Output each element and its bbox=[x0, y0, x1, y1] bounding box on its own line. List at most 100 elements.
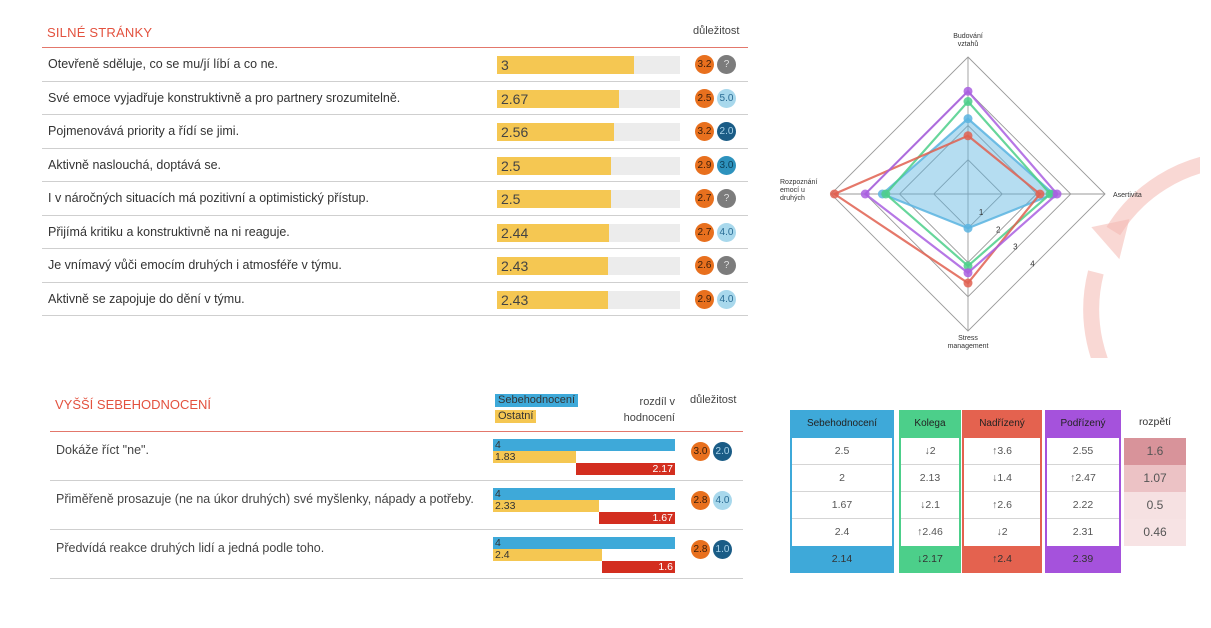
spread-cell: 1.07 bbox=[1124, 465, 1186, 492]
axis-label-line: emocí u bbox=[780, 187, 805, 194]
legend-self: Sebehodnocení bbox=[495, 394, 579, 407]
score-bar-track: 2.5 bbox=[497, 190, 680, 208]
column-total: ↓2.17 bbox=[899, 546, 961, 573]
table-cell: ↓2 bbox=[901, 438, 959, 465]
series-point bbox=[963, 261, 973, 271]
table-row: Přiměřeně prosazuje (ne na úkor druhých)… bbox=[50, 481, 743, 530]
strength-label: Aktivně se zapojuje do dění v týmu. bbox=[48, 291, 245, 306]
score-value: 2.67 bbox=[501, 90, 529, 107]
strength-label: Aktivně naslouchá, doptává se. bbox=[48, 157, 222, 172]
self-rating-bar: 4 bbox=[493, 488, 675, 500]
column-header: Nadřízený bbox=[962, 410, 1042, 438]
score-bar-track: 2.44 bbox=[497, 223, 680, 242]
importance-badge-secondary: ? bbox=[717, 256, 736, 275]
spread-cell: 0.5 bbox=[1124, 492, 1186, 519]
axis-label-line: druhých bbox=[780, 195, 805, 202]
higher-label: Předvídá reakce druhých lidí a jedná pod… bbox=[56, 541, 325, 555]
series-point bbox=[1052, 189, 1062, 199]
column-header: Podřízený bbox=[1045, 410, 1121, 438]
table-cell: 1.67 bbox=[792, 492, 892, 519]
importance-badge-secondary: 5.0 bbox=[717, 88, 736, 108]
score-bar-track: 3 bbox=[497, 56, 680, 74]
importance-badge-secondary: ? bbox=[717, 189, 736, 208]
radar-chart: 1 2 3 4 Budování vztahů Asertivita Stress manage… bbox=[770, 28, 1211, 465]
series-point bbox=[860, 189, 870, 199]
series-point bbox=[963, 223, 973, 233]
table-row: Dokáže říct "ne". 4 1.83 2.17 3.0 2.0 bbox=[50, 432, 743, 481]
importance-badge-primary: 2.9 bbox=[695, 289, 714, 309]
circular-arrow-head bbox=[1091, 219, 1130, 260]
strengths-header: SILNÉ STRÁNKY důležitost bbox=[42, 18, 748, 48]
table-cell: ↑3.6 bbox=[964, 438, 1040, 465]
score-value: 3 bbox=[501, 57, 509, 73]
strengths-rows: Otevřeně sděluje, co se mu/jí líbí a co … bbox=[42, 48, 748, 316]
score-bar-fill: 3 bbox=[497, 56, 635, 74]
others-rating-bar: 2.4 bbox=[493, 549, 603, 561]
table-cell: ↑2.46 bbox=[901, 519, 959, 546]
importance-badge-primary: 2.7 bbox=[695, 189, 714, 208]
axis-label-line: Asertivita bbox=[1113, 192, 1142, 199]
score-bar-track: 2.56 bbox=[497, 123, 680, 141]
score-bar-fill: 2.43 bbox=[497, 257, 609, 275]
importance-badge-secondary: 2.0 bbox=[713, 442, 732, 461]
strength-label: I v náročných situacích má pozitivní a o… bbox=[48, 191, 369, 205]
table-cell: 2.4 bbox=[792, 519, 892, 546]
strength-label: Pojmenovává priority a řídí se jimi. bbox=[48, 124, 240, 138]
higher-label: Přiměřeně prosazuje (ne na úkor druhých)… bbox=[56, 492, 474, 506]
score-bar-fill: 2.44 bbox=[497, 223, 609, 242]
importance-badge-primary: 2.9 bbox=[695, 155, 714, 175]
score-bar-track: 2.67 bbox=[497, 89, 680, 108]
series-point bbox=[963, 278, 973, 288]
column-body: 2.5 2 1.67 2.4 bbox=[790, 438, 894, 546]
score-bar-fill: 2.43 bbox=[497, 290, 609, 309]
importance-badge-primary: 3.0 bbox=[691, 442, 710, 461]
difference-bar: 2.17 bbox=[576, 463, 675, 475]
strength-label: Je vnímavý vůči emocím druhých i atmosfé… bbox=[48, 258, 342, 272]
series-point bbox=[963, 114, 973, 124]
table-cell: 2 bbox=[792, 465, 892, 492]
table-row: I v náročných situacích má pozitivní a o… bbox=[42, 182, 748, 216]
axis-label: Asertivita bbox=[1113, 192, 1142, 199]
series-point bbox=[829, 189, 839, 199]
higher-rows: Dokáže říct "ne". 4 1.83 2.17 3.0 2.0 Přiměřen… bbox=[50, 432, 743, 579]
importance-badge-secondary: 4.0 bbox=[717, 222, 736, 242]
others-rating-bar: 2.33 bbox=[493, 500, 599, 512]
importance-badge-secondary: 4.0 bbox=[717, 289, 736, 309]
score-value: 2.44 bbox=[501, 224, 529, 241]
strengths-title: SILNÉ STRÁNKY bbox=[47, 25, 153, 40]
importance-badge-primary: 2.6 bbox=[695, 256, 714, 275]
tick-label: 1 bbox=[979, 208, 984, 217]
legend-others: Ostatní bbox=[495, 410, 537, 423]
column-total: ↑2.4 bbox=[962, 546, 1042, 573]
series-point bbox=[963, 86, 973, 96]
table-row: Pojmenovává priority a řídí se jimi. 2.56… bbox=[42, 115, 748, 149]
series-point bbox=[1035, 189, 1045, 199]
score-bar-fill: 2.56 bbox=[497, 123, 615, 141]
table-row: Přijímá kritiku a konstruktivně na ni re… bbox=[42, 216, 748, 249]
importance-badge-primary: 2.8 bbox=[691, 540, 710, 559]
axis-label-line: Budování bbox=[953, 33, 983, 40]
table-cell: ↑2.47 bbox=[1047, 465, 1119, 492]
table-row: Aktivně se zapojuje do dění v týmu. 2.43 2… bbox=[42, 283, 748, 316]
higher-importance-header: důležitost bbox=[690, 394, 737, 406]
others-rating-bar: 1.83 bbox=[493, 451, 577, 463]
difference-header: rozdíl v hodnocení bbox=[623, 396, 675, 424]
score-bar-track: 2.5 bbox=[497, 156, 680, 175]
score-value: 2.43 bbox=[501, 291, 529, 308]
score-bar-fill: 2.5 bbox=[497, 156, 612, 175]
strengths-section: SILNÉ STRÁNKY důležitost Otevřeně sděluj… bbox=[42, 18, 748, 316]
table-cell: 2.5 bbox=[792, 438, 892, 465]
comparison-table: rozpětí Sebehodnocení 2.5 2 1.67 2.4 2.14 Kole… bbox=[790, 410, 1190, 576]
axis-label-line: Rozpoznání bbox=[780, 179, 817, 186]
table-cell: 2.55 bbox=[1047, 438, 1119, 465]
importance-badge-primary: 3.2 bbox=[695, 55, 714, 74]
table-cell: 2.31 bbox=[1047, 519, 1119, 546]
comparison-column: Sebehodnocení 2.5 2 1.67 2.4 2.14 bbox=[790, 410, 894, 573]
table-row: Otevřeně sděluje, co se mu/jí líbí a co … bbox=[42, 48, 748, 82]
difference-bar: 1.67 bbox=[599, 512, 675, 524]
strength-label: Své emoce vyjadřuje konstruktivně a pro … bbox=[48, 90, 401, 105]
score-bar-track: 2.43 bbox=[497, 257, 680, 275]
axis-label-line: Stress bbox=[958, 335, 978, 342]
importance-badge-primary: 3.2 bbox=[695, 122, 714, 141]
circular-arrow-decoration bbox=[1083, 154, 1211, 465]
